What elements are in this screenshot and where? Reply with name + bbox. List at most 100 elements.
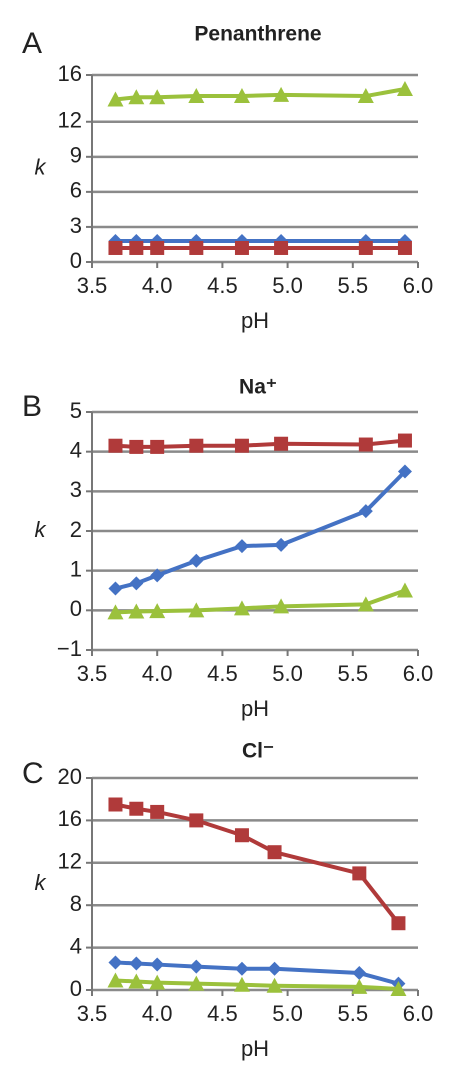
y-axis-label: k — [35, 870, 47, 895]
chart-title: Cl⁻ — [242, 740, 274, 763]
point — [107, 91, 124, 107]
point — [234, 438, 249, 453]
point — [234, 961, 249, 976]
point — [351, 978, 368, 994]
point — [274, 240, 289, 255]
point — [150, 804, 165, 819]
point — [108, 581, 123, 596]
point — [274, 436, 289, 451]
y-tick-label: 2 — [70, 517, 82, 542]
x-tick-label: 3.5 — [77, 1001, 108, 1026]
point — [188, 88, 205, 104]
point — [189, 553, 204, 568]
point — [273, 598, 290, 614]
point — [391, 916, 406, 931]
point — [149, 89, 166, 105]
point — [234, 539, 249, 554]
point — [358, 240, 373, 255]
y-tick-label: 16 — [58, 61, 82, 86]
point — [129, 240, 144, 255]
x-tick-label: 3.5 — [77, 661, 108, 686]
y-tick-label: 20 — [58, 764, 82, 789]
x-tick-label: 3.5 — [77, 273, 108, 298]
y-axis-label: k — [35, 517, 47, 542]
x-axis-label: pH — [241, 308, 269, 333]
x-tick-label: 4.0 — [142, 1001, 173, 1026]
point — [267, 845, 282, 860]
point — [396, 582, 413, 598]
point — [129, 439, 144, 454]
y-tick-label: 5 — [70, 398, 82, 423]
x-tick-label: 4.0 — [142, 661, 173, 686]
point — [266, 977, 283, 993]
point — [274, 537, 289, 552]
point — [149, 603, 166, 619]
x-tick-label: 5.0 — [272, 273, 303, 298]
x-tick-label: 4.5 — [207, 1001, 238, 1026]
point — [129, 956, 144, 971]
point — [234, 828, 249, 843]
point — [107, 604, 124, 620]
y-tick-label: 4 — [70, 933, 82, 958]
x-tick-label: 6.0 — [403, 661, 434, 686]
point — [150, 568, 165, 583]
point — [189, 813, 204, 828]
panel-label: A — [22, 27, 42, 60]
x-axis-label: pH — [241, 1036, 269, 1061]
point — [189, 240, 204, 255]
point — [397, 433, 412, 448]
x-tick-label: 5.0 — [272, 661, 303, 686]
y-tick-label: 0 — [70, 248, 82, 273]
point — [189, 438, 204, 453]
x-tick-label: 5.5 — [338, 1001, 369, 1026]
panel-label: C — [22, 757, 44, 790]
point — [189, 959, 204, 974]
x-tick-label: 4.0 — [142, 273, 173, 298]
point — [150, 957, 165, 972]
x-tick-label: 5.5 — [338, 273, 369, 298]
point — [357, 88, 374, 104]
point — [267, 961, 282, 976]
chart-title: Penanthrene — [194, 23, 321, 46]
point — [273, 86, 290, 102]
point — [397, 464, 412, 479]
point — [358, 437, 373, 452]
x-tick-label: 5.5 — [338, 661, 369, 686]
point — [396, 81, 413, 97]
point — [188, 975, 205, 991]
y-tick-label: 8 — [70, 891, 82, 916]
y-tick-label: 1 — [70, 556, 82, 581]
point — [129, 576, 144, 591]
point — [107, 972, 124, 988]
panel-label: B — [22, 390, 42, 423]
y-tick-label: 3 — [70, 213, 82, 238]
point — [149, 974, 166, 990]
y-tick-label: 6 — [70, 178, 82, 203]
x-tick-label: 4.5 — [207, 661, 238, 686]
point — [390, 980, 407, 996]
point — [128, 973, 145, 989]
point — [397, 240, 412, 255]
point — [108, 955, 123, 970]
x-tick-label: 6.0 — [403, 1001, 434, 1026]
y-tick-label: 0 — [70, 976, 82, 1001]
y-tick-label: 12 — [58, 849, 82, 874]
point — [108, 240, 123, 255]
y-tick-label: 0 — [70, 596, 82, 621]
x-axis-label: pH — [241, 696, 269, 721]
point — [358, 504, 373, 519]
chart-title: Na⁺ — [239, 376, 277, 399]
y-tick-label: 12 — [58, 108, 82, 133]
x-tick-label: 4.5 — [207, 273, 238, 298]
y-tick-label: −1 — [57, 636, 82, 661]
point — [108, 438, 123, 453]
x-tick-label: 6.0 — [403, 273, 434, 298]
point — [129, 801, 144, 816]
x-tick-label: 5.0 — [272, 1001, 303, 1026]
point — [108, 797, 123, 812]
point — [233, 600, 250, 616]
point — [352, 866, 367, 881]
point — [150, 439, 165, 454]
point — [233, 88, 250, 104]
